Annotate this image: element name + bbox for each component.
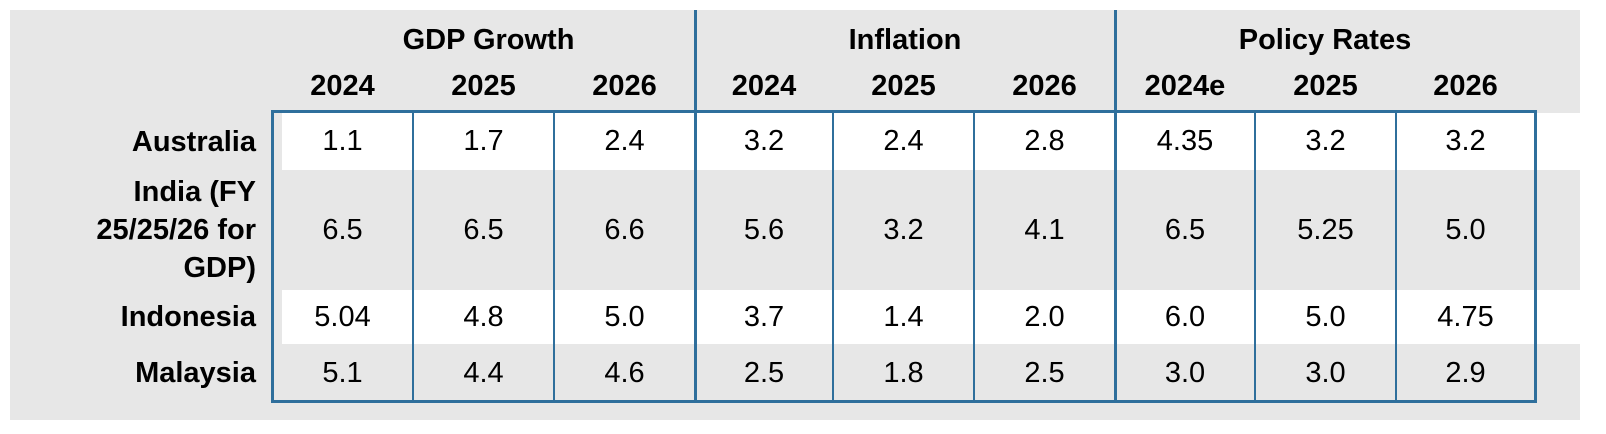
table-border-bottom xyxy=(272,400,1537,403)
row-label-malaysia: Malaysia xyxy=(135,357,256,389)
year-header: 2024 xyxy=(310,69,375,102)
column-divider xyxy=(1395,110,1397,403)
table-cell: 5.25 xyxy=(1297,213,1354,246)
group-divider xyxy=(1114,10,1117,403)
table-row-background xyxy=(282,170,1580,290)
table-cell: 4.1 xyxy=(1024,213,1065,246)
table-border-top xyxy=(272,110,1537,113)
table-cell: 3.7 xyxy=(743,300,785,333)
column-divider xyxy=(553,110,555,403)
table-cell: 5.0 xyxy=(604,300,645,333)
table-cell: 1.7 xyxy=(463,125,504,157)
table-cell: 1.4 xyxy=(883,300,924,333)
table-cell: 6.5 xyxy=(322,213,363,246)
table-cell: 6.0 xyxy=(1164,300,1206,333)
table-cell: 1.8 xyxy=(883,356,924,389)
table-cell: 4.6 xyxy=(604,356,645,389)
column-divider xyxy=(832,110,834,403)
table-cell: 3.2 xyxy=(1305,125,1346,157)
year-header: 2025 xyxy=(871,69,936,102)
year-header: 2024e xyxy=(1144,69,1226,102)
table-row-background xyxy=(282,290,1580,344)
table-cell: 1.1 xyxy=(322,125,363,157)
table-cell: 5.04 xyxy=(314,300,371,333)
table-cell: 5.6 xyxy=(743,213,785,246)
row-label-india: India (FY 25/25/26 for GDP) xyxy=(96,176,256,284)
table-cell: 2.8 xyxy=(1024,125,1065,157)
table-cell: 3.2 xyxy=(883,213,924,246)
group-header-gdp-growth: GDP Growth xyxy=(402,23,575,56)
group-header-policy-rates: Policy Rates xyxy=(1238,23,1412,56)
column-divider xyxy=(973,110,975,403)
table-cell: 4.4 xyxy=(463,356,504,389)
table-cell: 3.2 xyxy=(743,125,785,157)
table-cell: 2.4 xyxy=(883,125,924,157)
table-cell: 4.8 xyxy=(463,300,504,333)
year-header: 2026 xyxy=(1433,69,1498,102)
group-header-inflation: Inflation xyxy=(848,23,962,56)
table-cell: 2.5 xyxy=(1024,356,1065,389)
table-cell: 6.5 xyxy=(463,213,504,246)
table-cell: 6.6 xyxy=(604,213,645,246)
table-cell: 4.35 xyxy=(1156,125,1214,157)
table-cell: 2.5 xyxy=(743,356,785,389)
column-divider xyxy=(1254,110,1256,403)
table-cell: 4.75 xyxy=(1437,300,1494,333)
table-cell: 5.1 xyxy=(322,356,363,389)
column-divider xyxy=(412,110,414,403)
year-header: 2026 xyxy=(592,69,657,102)
row-label-indonesia: Indonesia xyxy=(120,301,256,333)
table-cell: 2.9 xyxy=(1445,356,1486,389)
table-cell: 3.2 xyxy=(1445,125,1486,157)
year-header: 2024 xyxy=(731,69,797,102)
year-header: 2026 xyxy=(1012,69,1077,102)
row-label-australia: Australia xyxy=(131,125,256,158)
table-cell: 6.5 xyxy=(1164,213,1206,246)
table-border-right xyxy=(1534,110,1537,403)
table-cell: 5.0 xyxy=(1305,300,1346,333)
table-cell: 2.4 xyxy=(604,125,645,157)
table-cell: 3.0 xyxy=(1305,356,1346,389)
table-border-left xyxy=(271,110,274,403)
table-row-background xyxy=(282,113,1580,170)
table-cell: 3.0 xyxy=(1164,356,1206,389)
table-row-background xyxy=(282,344,1580,402)
table-cell: 2.0 xyxy=(1024,300,1065,333)
table-cell: 5.0 xyxy=(1445,213,1486,246)
group-divider xyxy=(694,10,697,403)
year-header: 2025 xyxy=(451,69,516,102)
year-header: 2025 xyxy=(1293,69,1358,102)
